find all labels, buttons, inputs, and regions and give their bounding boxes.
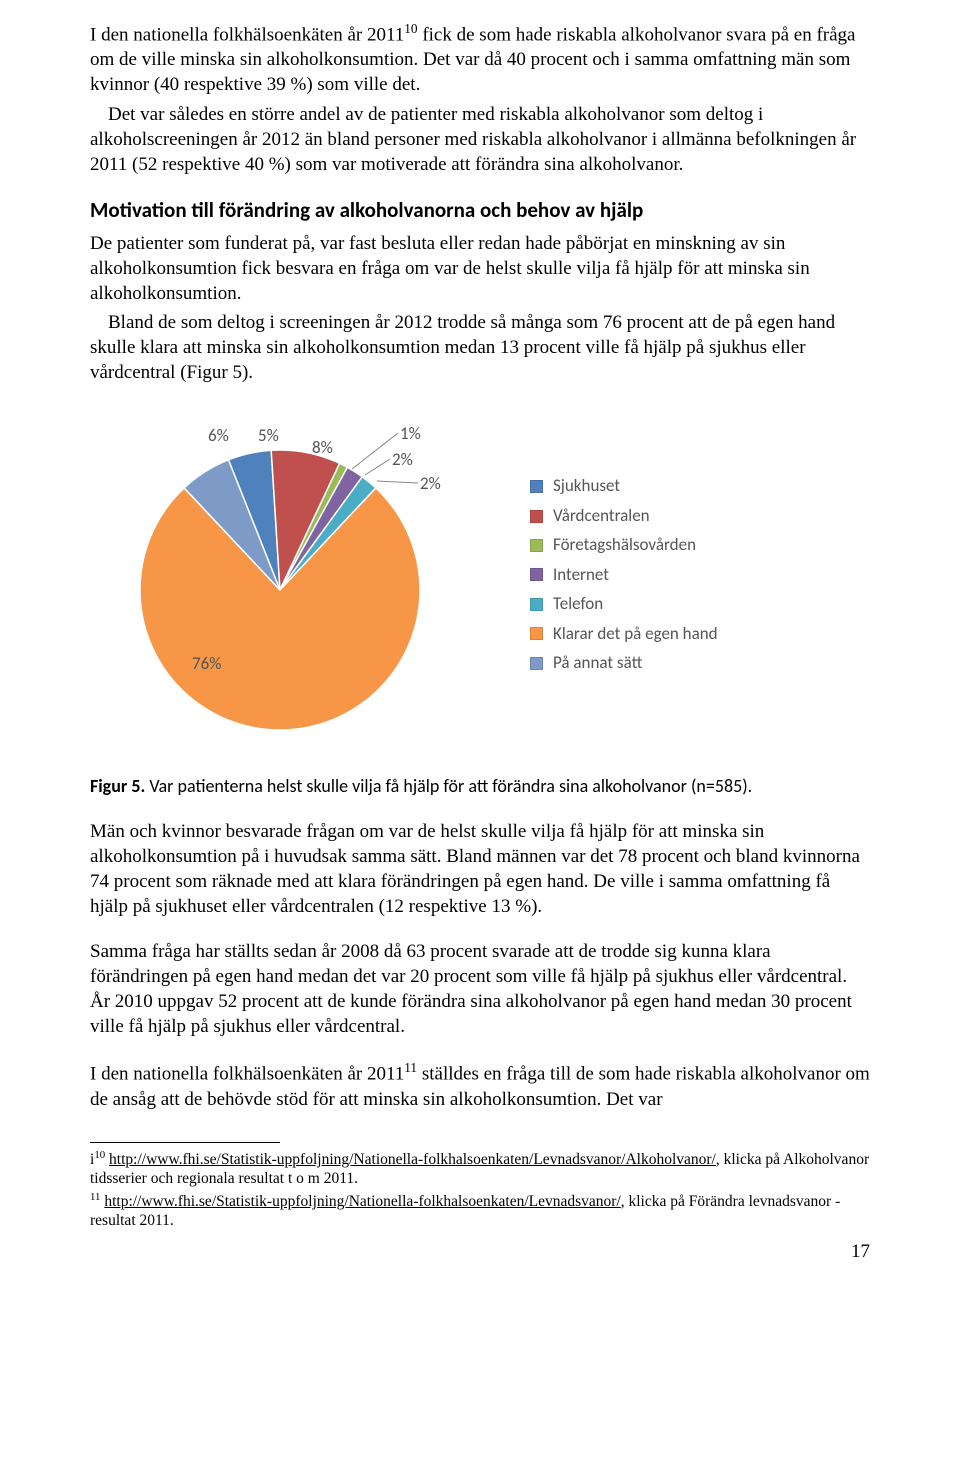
- footnote-11-link[interactable]: http://www.fhi.se/Statistik-uppfoljning/…: [104, 1193, 620, 1210]
- legend-swatch: [530, 510, 543, 523]
- figure-5-chart: 6% 5% 8% 1% 2% 2% 76% Sjukhuset Vårdcentr…: [90, 415, 870, 735]
- legend-swatch: [530, 598, 543, 611]
- section-heading: Motivation till förändring av alkoholvan…: [90, 197, 870, 225]
- chart-legend: Sjukhuset Vårdcentralen Företagshälsovårde…: [530, 468, 718, 681]
- footnote-rule: [90, 1142, 280, 1143]
- footnote-11-sup: 11: [90, 1191, 100, 1203]
- para1-text-a: I den nationella folkhälsoenkäten år 201…: [90, 24, 404, 45]
- pie-label-8: 8%: [312, 437, 333, 459]
- paragraph-result: Bland de som deltog i screeningen år 201…: [90, 310, 870, 385]
- footnote-ref-11: 11: [404, 1060, 417, 1075]
- legend-item: Vårdcentralen: [530, 505, 718, 527]
- pie-label-2b: 2%: [420, 473, 441, 495]
- paragraph-national: I den nationella folkhälsoenkäten år 201…: [90, 1059, 870, 1111]
- para7-text-a: I den nationella folkhälsoenkäten år 201…: [90, 1064, 404, 1085]
- pie-label-1: 1%: [400, 423, 421, 445]
- page-number: 17: [90, 1239, 870, 1264]
- legend-label: Företagshälsovården: [553, 534, 696, 556]
- footnote-10: i10 http://www.fhi.se/Statistik-uppfoljn…: [90, 1149, 870, 1189]
- legend-swatch: [530, 627, 543, 640]
- paragraph-gender: Män och kvinnor besvarade frågan om var …: [90, 819, 870, 919]
- legend-item: Internet: [530, 564, 718, 586]
- footnote-10-link[interactable]: http://www.fhi.se/Statistik-uppfoljning/…: [109, 1151, 716, 1168]
- legend-label: Sjukhuset: [553, 475, 620, 497]
- legend-item: Företagshälsovården: [530, 534, 718, 556]
- pie-label-76: 76%: [192, 653, 221, 675]
- legend-item: På annat sätt: [530, 652, 718, 674]
- legend-swatch: [530, 568, 543, 581]
- paragraph-intro: I den nationella folkhälsoenkäten år 201…: [90, 20, 870, 98]
- caption-text: Var patienterna helst skulle vilja få hj…: [145, 775, 752, 797]
- pie-label-6: 6%: [208, 425, 229, 447]
- figure-5-caption: Figur 5. Var patienterna helst skulle vi…: [90, 775, 870, 799]
- legend-label: Klarar det på egen hand: [553, 623, 718, 645]
- paragraph-method: De patienter som funderat på, var fast b…: [90, 231, 870, 306]
- legend-item: Telefon: [530, 593, 718, 615]
- paragraph-history: Samma fråga har ställts sedan år 2008 då…: [90, 939, 870, 1039]
- pie-chart-area: 6% 5% 8% 1% 2% 2% 76%: [130, 415, 490, 735]
- footnote-10-sup: 10: [94, 1149, 105, 1161]
- legend-label: Vårdcentralen: [553, 505, 650, 527]
- legend-swatch: [530, 539, 543, 552]
- legend-label: Internet: [553, 564, 609, 586]
- pie-svg: [130, 415, 490, 735]
- legend-item: Sjukhuset: [530, 475, 718, 497]
- footnote-ref-10: 10: [404, 21, 417, 36]
- paragraph-comparison: Det var således en större andel av de pa…: [90, 102, 870, 177]
- legend-label: På annat sätt: [553, 652, 642, 674]
- pie-label-2a: 2%: [392, 449, 413, 471]
- legend-item: Klarar det på egen hand: [530, 623, 718, 645]
- footnote-11: 11 http://www.fhi.se/Statistik-uppfoljni…: [90, 1191, 870, 1231]
- legend-swatch: [530, 480, 543, 493]
- legend-swatch: [530, 657, 543, 670]
- legend-label: Telefon: [553, 593, 603, 615]
- caption-label: Figur 5.: [90, 775, 145, 797]
- pie-label-5: 5%: [258, 425, 279, 447]
